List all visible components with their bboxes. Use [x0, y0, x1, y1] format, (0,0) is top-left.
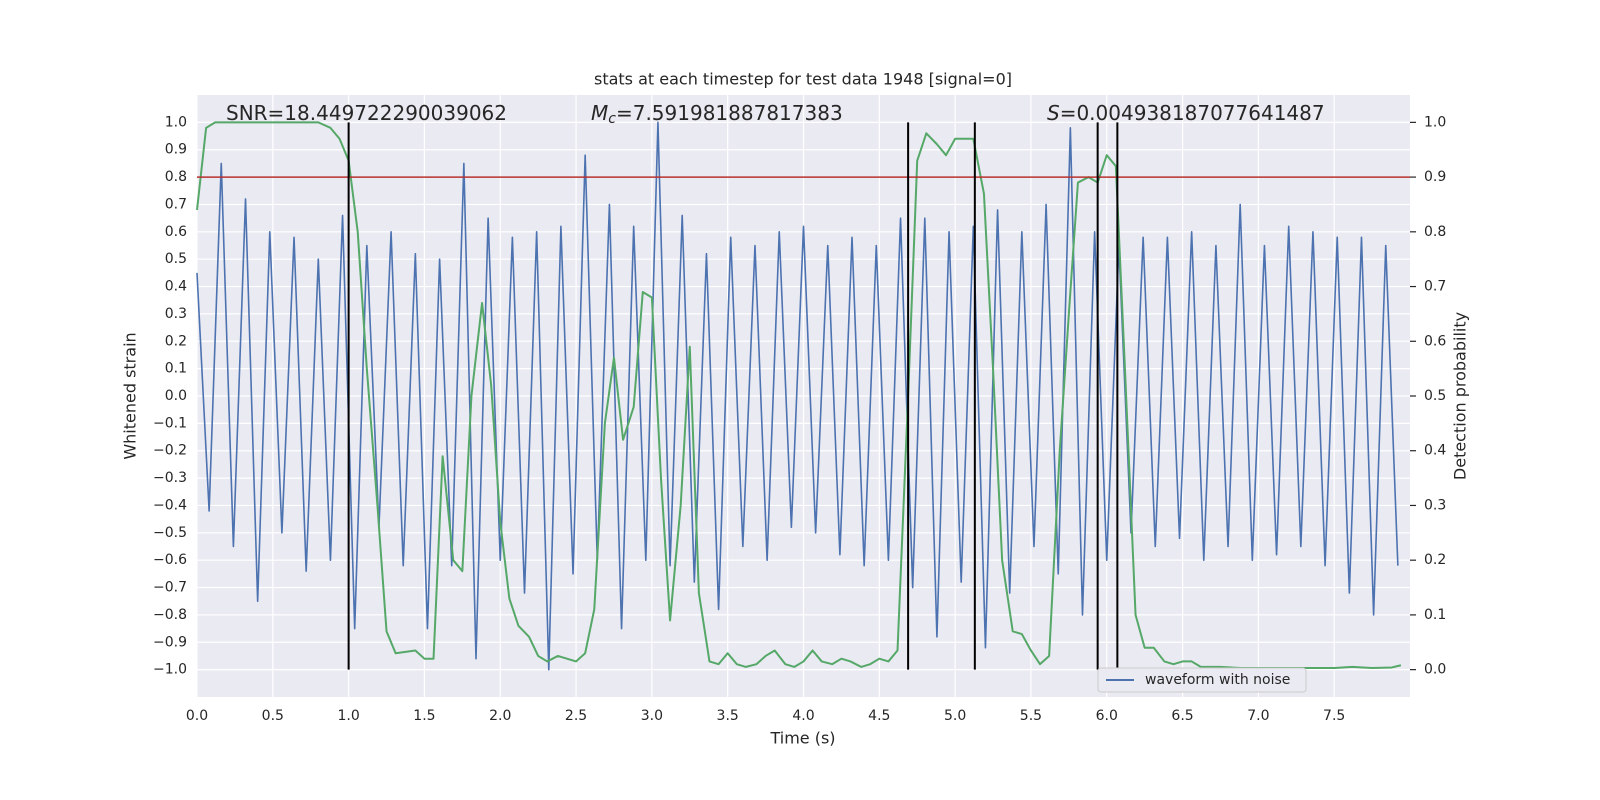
x-tick-label: 1.0 — [337, 708, 359, 724]
y2-tick-label: 0.5 — [1424, 388, 1446, 404]
y-tick-label: 0.1 — [165, 361, 187, 377]
y2-tick-label: 1.0 — [1424, 114, 1446, 130]
y-tick-label: 0.3 — [165, 306, 187, 322]
chart-title: stats at each timestep for test data 194… — [594, 70, 1012, 89]
y-tick-label: −0.8 — [153, 607, 187, 623]
x-tick-label: 3.5 — [717, 708, 739, 724]
x-tick-label: 6.5 — [1171, 708, 1193, 724]
x-tick-label: 7.0 — [1247, 708, 1269, 724]
annotation-text: SNR=18.449722290039062 — [226, 101, 507, 125]
y-tick-label: −0.6 — [153, 552, 187, 568]
y2-tick-label: 0.3 — [1424, 497, 1446, 513]
annotation-text: =7.591981887817383 — [616, 101, 843, 125]
y-axis-label: Whitened strain — [121, 332, 140, 459]
x-tick-label: 3.0 — [641, 708, 663, 724]
y2-tick-label: 0.9 — [1424, 169, 1446, 185]
x-tick-label: 4.0 — [792, 708, 814, 724]
annotation: S=0.004938187077641487 — [1047, 101, 1325, 125]
y2-tick-label: 0.4 — [1424, 443, 1446, 459]
y-tick-label: 0.9 — [165, 142, 187, 158]
y2-tick-label: 0.7 — [1424, 279, 1446, 295]
y-tick-label: −0.3 — [153, 470, 187, 486]
y2-tick-label: 0.6 — [1424, 333, 1446, 349]
x-tick-label: 5.0 — [944, 708, 966, 724]
x-tick-label: 0.0 — [186, 708, 208, 724]
y-tick-label: −0.5 — [153, 525, 187, 541]
y2-tick-label: 0.0 — [1424, 662, 1446, 678]
y2-tick-label: 0.2 — [1424, 552, 1446, 568]
y-tick-label: 0.4 — [165, 279, 187, 295]
legend-label: waveform with noise — [1145, 672, 1290, 688]
y-tick-label: −0.2 — [153, 443, 187, 459]
y-tick-label: 0.0 — [165, 388, 187, 404]
x-tick-label: 6.0 — [1096, 708, 1118, 724]
x-tick-label: 7.5 — [1323, 708, 1345, 724]
x-tick-label: 1.5 — [413, 708, 435, 724]
y2-tick-label: 0.8 — [1424, 224, 1446, 240]
y-tick-label: −0.4 — [153, 497, 187, 513]
annotation-symbol: S — [1047, 101, 1060, 125]
x-tick-label: 2.0 — [489, 708, 511, 724]
y-tick-label: −0.1 — [153, 415, 187, 431]
annotation-text: =0.004938187077641487 — [1060, 101, 1325, 125]
y-tick-label: 0.6 — [165, 224, 187, 240]
y-tick-label: −0.7 — [153, 580, 187, 596]
y-tick-label: 0.8 — [165, 169, 187, 185]
x-tick-label: 0.5 — [262, 708, 284, 724]
y-tick-label: −1.0 — [153, 662, 187, 678]
x-tick-label: 4.5 — [868, 708, 890, 724]
y2-tick-label: 0.1 — [1424, 607, 1446, 623]
legend-box — [1097, 667, 1307, 693]
annotation: SNR=18.449722290039062 — [226, 101, 507, 125]
x-tick-label: 2.5 — [565, 708, 587, 724]
y-tick-label: 0.7 — [165, 196, 187, 212]
x-tick-label: 5.5 — [1020, 708, 1042, 724]
y2-axis-label: Detection probability — [1451, 312, 1470, 480]
probability-line — [196, 121, 1402, 669]
x-axis-label: Time (s) — [769, 729, 835, 748]
annotation-subscript: c — [608, 111, 616, 127]
y-tick-label: −0.9 — [153, 634, 187, 650]
annotation: Mc=7.591981887817383 — [591, 101, 843, 128]
y-tick-label: 0.5 — [165, 251, 187, 267]
waveform-line — [196, 121, 1399, 671]
annotation-symbol: M — [591, 101, 608, 125]
y-tick-label: 0.2 — [165, 333, 187, 349]
y-tick-label: 1.0 — [165, 114, 187, 130]
